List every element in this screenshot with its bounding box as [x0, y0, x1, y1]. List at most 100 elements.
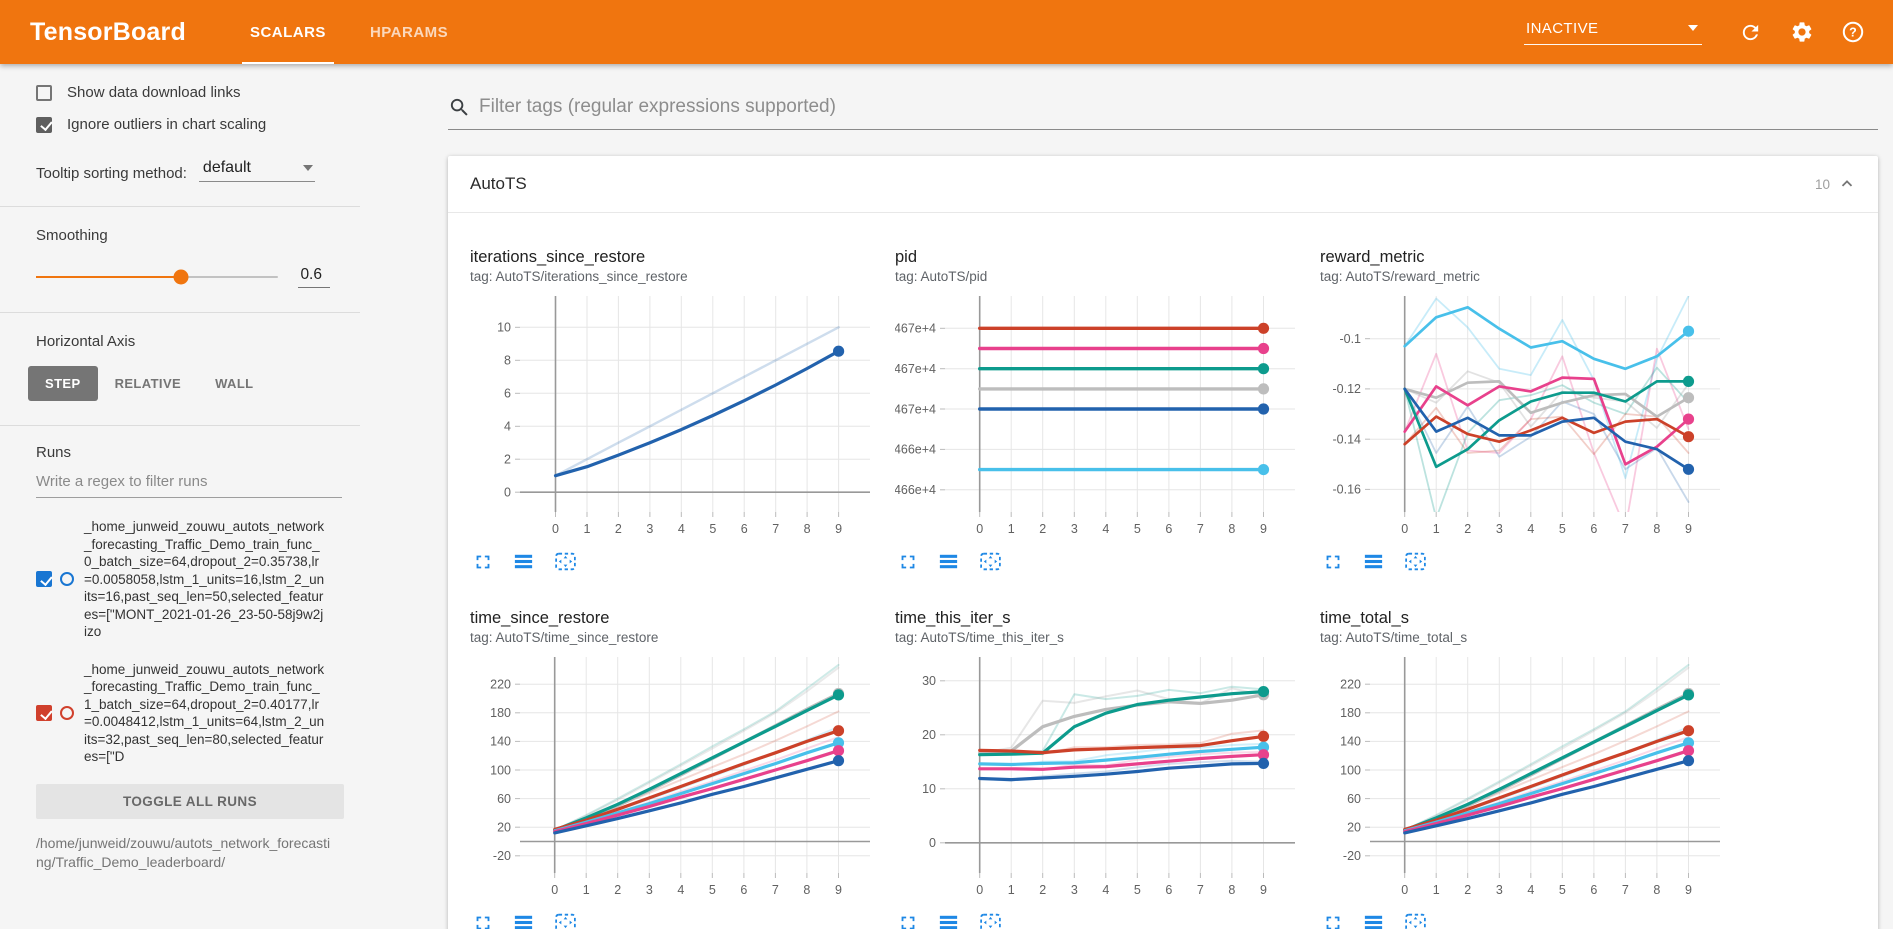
- tag-filter-input[interactable]: [479, 92, 1878, 122]
- svg-text:1: 1: [1008, 883, 1015, 897]
- runs-filter-input[interactable]: [36, 461, 342, 498]
- axis-relative-button[interactable]: RELATIVE: [114, 376, 182, 391]
- svg-text:?: ?: [1849, 25, 1857, 39]
- ignore-outliers-row[interactable]: Ignore outliers in chart scaling: [36, 116, 330, 133]
- run-solo-radio[interactable]: [60, 706, 74, 720]
- svg-text:10: 10: [497, 321, 511, 335]
- smoothing-value[interactable]: 0.6: [298, 266, 330, 288]
- settings-icon[interactable]: [1789, 20, 1814, 45]
- chart-card: reward_metric tag: AutoTS/reward_metric -0…: [1320, 247, 1732, 574]
- fit-domain-icon[interactable]: [1403, 549, 1428, 574]
- svg-text:4: 4: [504, 420, 511, 434]
- run-label: _home_junweid_zouwu_autots_network_forec…: [84, 661, 325, 765]
- expand-chart-icon[interactable]: [897, 912, 919, 929]
- svg-text:60: 60: [1347, 792, 1361, 806]
- svg-text:1: 1: [1433, 522, 1440, 536]
- expand-chart-icon[interactable]: [1322, 551, 1344, 573]
- caret-down-icon: [1688, 25, 1698, 31]
- fit-domain-icon[interactable]: [553, 549, 578, 574]
- svg-text:220: 220: [490, 678, 511, 692]
- toggle-log-scale-icon[interactable]: [937, 550, 960, 573]
- tab-scalars[interactable]: SCALARS: [228, 0, 348, 64]
- svg-text:-20: -20: [493, 849, 511, 863]
- smoothing-slider[interactable]: [36, 269, 279, 285]
- toggle-log-scale-icon[interactable]: [937, 911, 960, 929]
- smoothing-label: Smoothing: [36, 227, 108, 244]
- run-visibility-checkbox[interactable]: [36, 571, 52, 588]
- expand-chart-icon[interactable]: [472, 912, 494, 929]
- svg-text:4: 4: [677, 883, 684, 897]
- chart-plot[interactable]: 220 180 140 100 60 20 -20 0 1 2 3 4 5 6 7 8 9: [1320, 651, 1732, 903]
- show-download-links-row[interactable]: Show data download links: [36, 84, 330, 101]
- svg-text:2.466e+4: 2.466e+4: [895, 443, 936, 457]
- svg-text:2: 2: [504, 453, 511, 467]
- expand-chart-icon[interactable]: [897, 551, 919, 573]
- run-label: _home_junweid_zouwu_autots_network_forec…: [84, 519, 325, 639]
- status-dropdown[interactable]: INACTIVE: [1524, 20, 1702, 45]
- svg-text:100: 100: [1340, 763, 1361, 777]
- expand-chart-icon[interactable]: [472, 551, 494, 573]
- tooltip-sorting-select[interactable]: default: [198, 159, 315, 182]
- run-item[interactable]: _home_junweid_zouwu_autots_network_forec…: [36, 518, 346, 641]
- smoothing-slider-thumb[interactable]: [173, 269, 189, 285]
- fit-domain-icon[interactable]: [978, 549, 1003, 574]
- axis-wall-button[interactable]: WALL: [215, 376, 254, 391]
- chart-title: iterations_since_restore: [470, 248, 646, 266]
- refresh-icon[interactable]: [1738, 20, 1763, 45]
- svg-text:2: 2: [1039, 522, 1046, 536]
- show-download-links-checkbox[interactable]: [36, 84, 52, 101]
- chart-plot[interactable]: 220 180 140 100 60 20 -20 0 1 2 3 4 5 6 7 8 9: [470, 651, 882, 903]
- chart-plot[interactable]: -0.1 -0.12 -0.14 -0.16 0 1 2 3 4 5 6 7 8 9: [1320, 290, 1732, 542]
- chart-plot[interactable]: 2.467e+4 2.467e+4 2.467e+4 2.466e+4 2.466e+4…: [895, 290, 1307, 542]
- help-icon[interactable]: ?: [1840, 20, 1865, 45]
- runs-section: Runs _home_junweid_zouwu_autots_network_…: [0, 426, 360, 929]
- ignore-outliers-checkbox[interactable]: [36, 116, 52, 133]
- chart-plot[interactable]: 10 8 6 4 2 0 0 1 2 3 4 5 6 7 8 9: [470, 290, 882, 542]
- chart-tag: tag: AutoTS/time_total_s: [1320, 630, 1468, 645]
- tab-hparams[interactable]: HPARAMS: [369, 23, 449, 41]
- settings-sidebar: Show data download links Ignore outliers…: [0, 64, 360, 929]
- smoothing-section: Smoothing 0.6: [0, 207, 360, 313]
- svg-text:0: 0: [976, 883, 983, 897]
- chevron-up-icon[interactable]: [1838, 175, 1856, 193]
- svg-text:2: 2: [614, 883, 621, 897]
- fit-domain-icon[interactable]: [978, 910, 1003, 929]
- svg-text:5: 5: [709, 883, 716, 897]
- chart-tag: tag: AutoTS/reward_metric: [1320, 269, 1480, 284]
- toggle-all-runs-button[interactable]: TOGGLE ALL RUNS: [36, 783, 344, 819]
- run-solo-radio[interactable]: [60, 572, 74, 587]
- fit-domain-icon[interactable]: [1403, 910, 1428, 929]
- chart-plot[interactable]: 30 20 10 0 0 1 2 3 4 5 6 7 8 9: [895, 651, 1307, 903]
- svg-text:4: 4: [1527, 883, 1534, 897]
- chart-card: iterations_since_restore tag: AutoTS/iter…: [470, 247, 882, 574]
- toggle-log-scale-icon[interactable]: [1362, 550, 1385, 573]
- expand-chart-icon[interactable]: [1322, 912, 1344, 929]
- svg-text:60: 60: [497, 792, 511, 806]
- svg-text:7: 7: [1622, 883, 1629, 897]
- axis-step-button[interactable]: STEP: [28, 366, 98, 401]
- search-icon: [450, 98, 468, 116]
- tag-group-header[interactable]: AutoTS 10: [448, 156, 1878, 213]
- toggle-log-scale-icon[interactable]: [512, 550, 535, 573]
- general-settings-section: Show data download links Ignore outliers…: [0, 64, 360, 207]
- toggle-log-scale-icon[interactable]: [512, 911, 535, 929]
- toggle-log-scale-icon[interactable]: [1362, 911, 1385, 929]
- fit-domain-icon[interactable]: [553, 910, 578, 929]
- svg-text:1: 1: [1008, 522, 1015, 536]
- ignore-outliers-label: Ignore outliers in chart scaling: [67, 116, 267, 133]
- horizontal-axis-label: Horizontal Axis: [36, 333, 136, 350]
- svg-text:6: 6: [1165, 883, 1172, 897]
- svg-text:180: 180: [490, 706, 511, 720]
- run-visibility-checkbox[interactable]: [36, 705, 52, 721]
- tag-group-count: 10: [1814, 176, 1830, 192]
- svg-text:0: 0: [1401, 883, 1408, 897]
- run-item[interactable]: _home_junweid_zouwu_autots_network_forec…: [36, 661, 346, 766]
- svg-text:3: 3: [1071, 883, 1078, 897]
- svg-text:1: 1: [584, 522, 591, 536]
- svg-text:-0.12: -0.12: [1333, 382, 1362, 396]
- chart-card: time_total_s tag: AutoTS/time_total_s 220 1…: [1320, 608, 1732, 929]
- svg-text:8: 8: [1653, 522, 1660, 536]
- svg-text:6: 6: [1165, 522, 1172, 536]
